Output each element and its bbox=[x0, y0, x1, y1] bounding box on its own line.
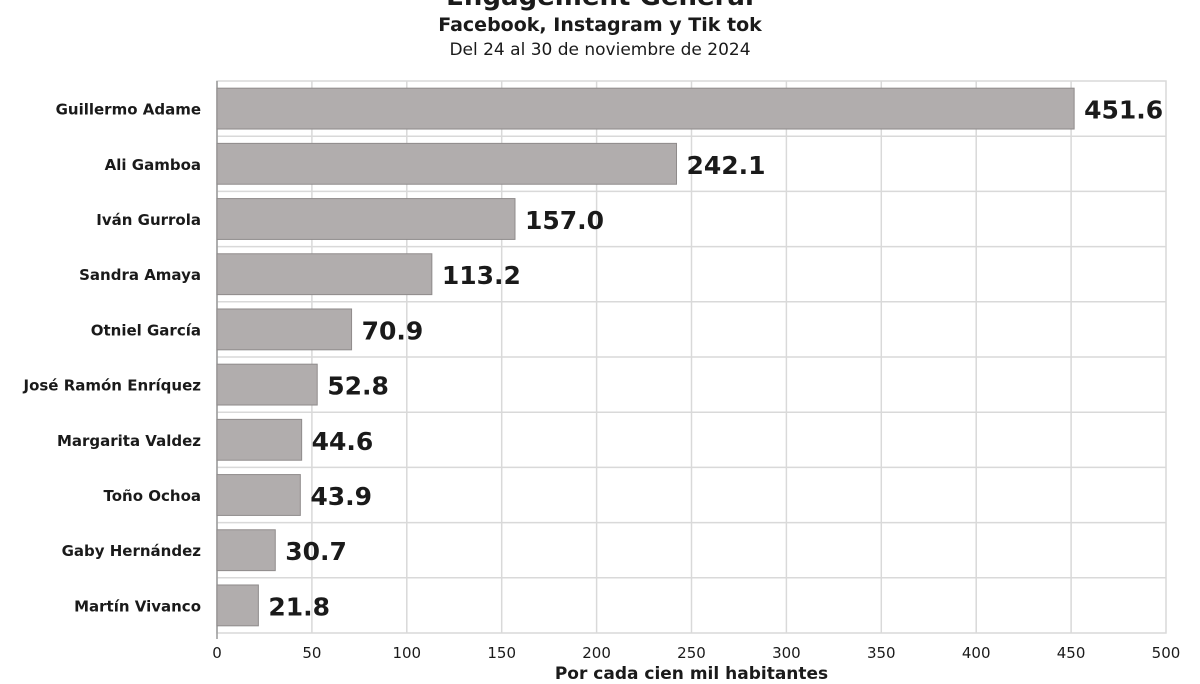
x-axis-label: Por cada cien mil habitantes bbox=[554, 664, 829, 684]
data-label: 157.0 bbox=[525, 206, 604, 235]
x-tick-label: 200 bbox=[582, 644, 611, 662]
x-tick-label: 250 bbox=[677, 644, 706, 662]
data-label: 52.8 bbox=[327, 372, 389, 401]
category-label: Sandra Amaya bbox=[79, 266, 201, 284]
data-label: 451.6 bbox=[1084, 96, 1163, 125]
category-label: Martín Vivanco bbox=[74, 597, 201, 615]
data-label: 43.9 bbox=[310, 482, 372, 511]
data-label: 30.7 bbox=[285, 537, 347, 566]
chart-subtitle: Facebook, Instagram y Tik tok bbox=[438, 14, 762, 36]
category-label: Guillermo Adame bbox=[56, 101, 201, 119]
x-tick-label: 450 bbox=[1057, 644, 1086, 662]
x-tick-label: 100 bbox=[392, 644, 421, 662]
data-label: 44.6 bbox=[312, 427, 374, 456]
category-label: Toño Ochoa bbox=[104, 487, 202, 505]
data-label: 242.1 bbox=[687, 151, 766, 180]
data-label: 21.8 bbox=[268, 592, 330, 621]
data-label: 113.2 bbox=[442, 261, 521, 290]
bar bbox=[216, 142, 678, 185]
bar bbox=[216, 584, 259, 627]
chart-title: Engagement General bbox=[0, 0, 1200, 12]
x-tick-label: 50 bbox=[302, 644, 321, 662]
category-label: Ali Gamboa bbox=[105, 156, 201, 174]
x-tick-label: 400 bbox=[962, 644, 991, 662]
x-tick-label: 350 bbox=[867, 644, 896, 662]
category-label: Gaby Hernández bbox=[62, 542, 202, 560]
bar bbox=[216, 253, 433, 296]
bar bbox=[216, 308, 353, 351]
bar bbox=[216, 198, 516, 240]
x-tick-label: 300 bbox=[772, 644, 801, 662]
category-label: José Ramón Enríquez bbox=[22, 377, 201, 395]
data-label: 70.9 bbox=[362, 316, 424, 345]
bar bbox=[216, 363, 318, 406]
category-label: Iván Gurrola bbox=[96, 211, 201, 229]
bar bbox=[216, 418, 303, 461]
category-label: Margarita Valdez bbox=[57, 432, 201, 450]
x-tick-label: 0 bbox=[212, 644, 222, 662]
category-label: Otniel García bbox=[91, 321, 201, 339]
chart-date-range: Del 24 al 30 de noviembre de 2024 bbox=[449, 40, 751, 60]
x-tick-label: 150 bbox=[487, 644, 516, 662]
x-tick-label: 500 bbox=[1152, 644, 1181, 662]
bar bbox=[216, 474, 301, 516]
bar bbox=[216, 87, 1075, 130]
bar bbox=[216, 529, 276, 572]
